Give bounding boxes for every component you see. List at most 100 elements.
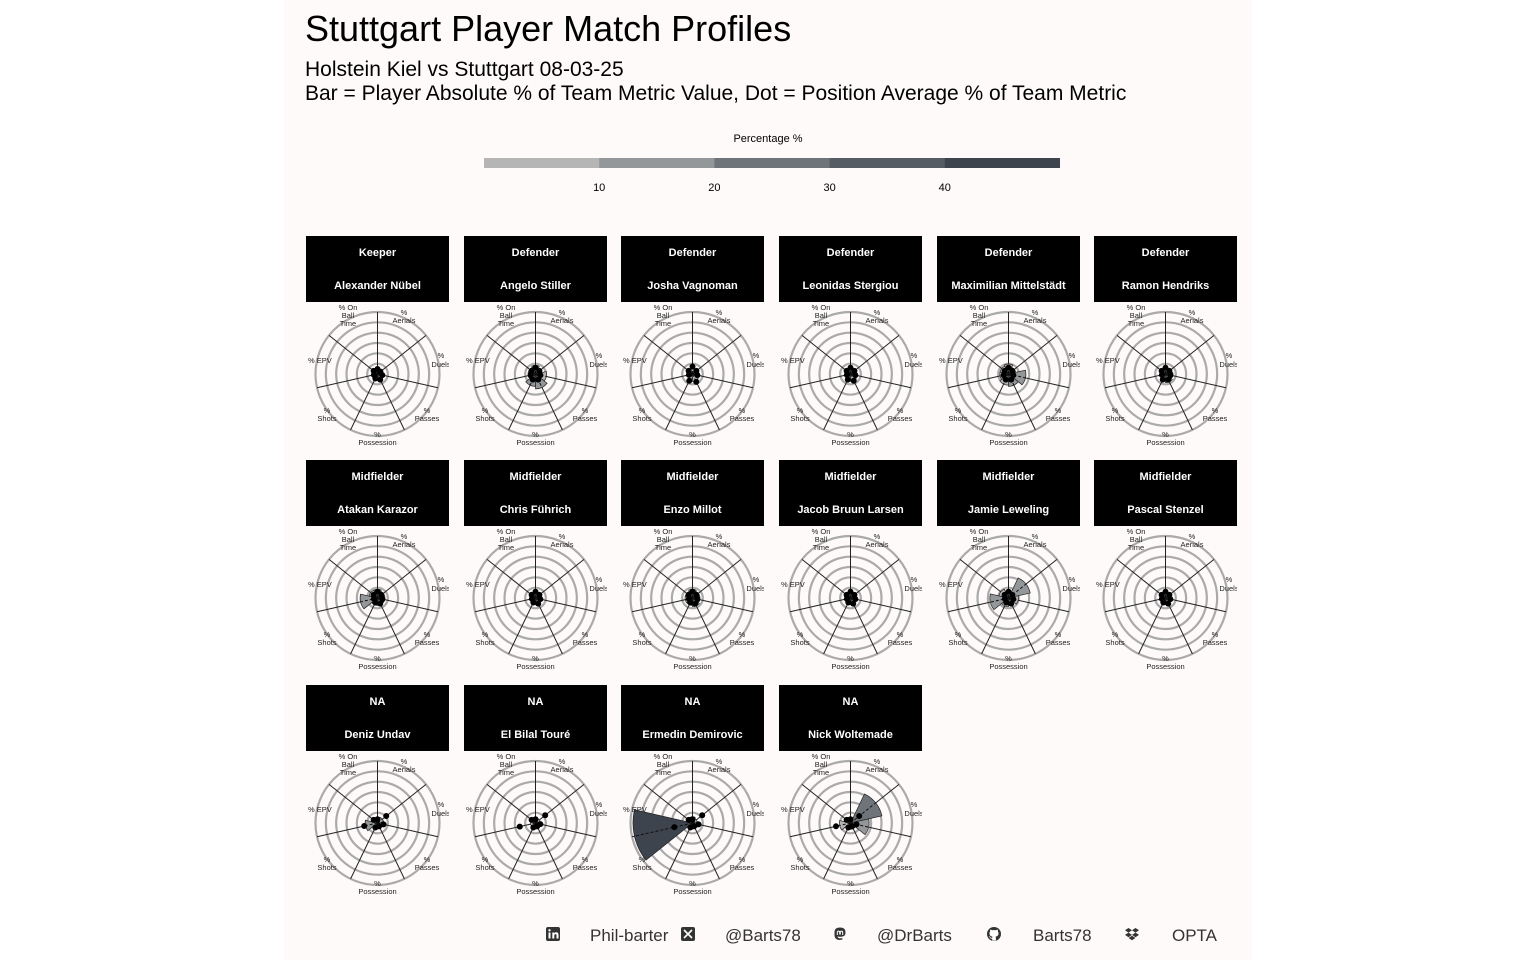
radar-spoke <box>1165 334 1215 375</box>
radar-axis-label: Aerials <box>1024 540 1047 549</box>
radar-axis-label: % <box>897 406 904 415</box>
radar-spoke <box>665 822 693 880</box>
radar-spoke <box>1138 373 1166 431</box>
radar-axis-label: % EPV <box>623 356 647 365</box>
radar-axis-label: Aerials <box>1181 540 1204 549</box>
player-radar: % OnBallTime%Aerials%Duels%Passes%Posses… <box>466 752 607 896</box>
linkedin-handle[interactable]: Phil-barter <box>590 926 669 945</box>
radar-axis-label: Passes <box>888 638 913 647</box>
player-name: Nick Woltemade <box>808 729 893 741</box>
facet-strip: Midfielder Pascal Stenzel <box>1094 460 1237 526</box>
radar-spoke <box>508 822 536 880</box>
x-icon[interactable] <box>680 926 696 942</box>
player-position: Defender <box>984 247 1033 259</box>
radar-spoke <box>789 373 851 389</box>
radar-axis-label: % EPV <box>623 805 647 814</box>
radar-axis-label: % <box>897 855 904 864</box>
mastodon-handle[interactable]: @DrBarts <box>877 926 952 945</box>
position-average-dot <box>685 367 692 374</box>
radar-axis-label: Time <box>655 768 671 777</box>
radar-axis-label: Aerials <box>708 316 731 325</box>
radar-spoke <box>1104 373 1166 389</box>
radar-axis-label: % <box>689 430 696 439</box>
player-facet: Keeper Alexander Nübel% On Ball Time% Aerial… <box>306 236 449 461</box>
position-average-dot <box>528 591 535 598</box>
position-average-dot <box>1158 591 1165 598</box>
radar-axis-label: % <box>689 879 696 888</box>
radar-spoke <box>789 597 851 613</box>
radar-axis-label: % <box>401 308 408 317</box>
github-icon[interactable] <box>986 926 1002 942</box>
radar-axis-label: Passes <box>573 414 598 423</box>
radar-spoke-overlay <box>1165 597 1169 603</box>
radar-axis-label: % <box>532 430 539 439</box>
position-average-dot <box>383 813 390 820</box>
facet-strip: Midfielder Jacob Bruun Larsen <box>779 460 922 526</box>
player-name: Atakan Karazor <box>337 504 418 516</box>
radar-spoke <box>1116 334 1166 375</box>
radar-spoke <box>328 558 378 599</box>
facet-strip: NA Nick Woltemade <box>779 685 922 751</box>
radar-axis-label: Shots <box>317 863 336 872</box>
position-average-dot <box>1010 596 1017 603</box>
mastodon-icon[interactable] <box>832 926 848 942</box>
radar-spoke <box>1165 373 1227 389</box>
player-radar: % OnBallTime%Aerials%Duels%Passes%Posses… <box>939 527 1080 671</box>
radar-axis-label: % EPV <box>623 580 647 589</box>
radar-spoke <box>328 334 378 375</box>
linkedin-icon[interactable] <box>545 926 561 942</box>
radar-axis-label: % <box>753 575 760 584</box>
radar-spoke <box>377 373 439 389</box>
radar-spoke <box>1165 597 1227 613</box>
player-facet: NA Nick Woltemade% On Ball Time% Aerials% Due… <box>779 685 922 910</box>
position-average-dot <box>1165 376 1172 383</box>
radar-axis-label: Passes <box>573 638 598 647</box>
radar-spoke <box>959 558 1009 599</box>
radar-axis-label: Possession <box>516 438 554 447</box>
radar-axis-label: Duels <box>746 584 764 593</box>
radar-axis-label: % EPV <box>939 356 963 365</box>
facet-strip: Defender Angelo Stiller <box>464 236 607 302</box>
radar-axis-label: Passes <box>415 863 440 872</box>
radar-axis-label: Aerials <box>1181 316 1204 325</box>
radar-axis-label: Duels <box>1219 360 1237 369</box>
position-average-dot <box>372 824 379 831</box>
radar-axis-label: % <box>874 532 881 541</box>
player-facet: NA Ermedin Demirovic% On Ball Time% Aerials%… <box>621 685 764 910</box>
radar-axis-label: Possession <box>831 887 869 896</box>
x-handle[interactable]: @Barts78 <box>725 926 801 945</box>
radar-axis-label: Passes <box>415 638 440 647</box>
radar-spoke <box>377 822 439 838</box>
position-average-dot <box>694 372 701 379</box>
player-name: Ramon Hendriks <box>1121 280 1210 292</box>
radar-axis-label: Passes <box>1046 414 1071 423</box>
radar-axis-label: % On <box>970 527 989 536</box>
position-average-dot <box>1167 372 1174 379</box>
radar-axis-label: % <box>438 351 445 360</box>
radar-axis-label: % <box>596 351 603 360</box>
radar-axis-label: Aerials <box>866 540 889 549</box>
player-name: Alexander Nübel <box>334 280 421 292</box>
player-name: Leonidas Stergiou <box>802 280 899 292</box>
radar-axis-label: % <box>689 654 696 663</box>
radar-axis-label: Possession <box>673 662 711 671</box>
footer: Phil-barter @Barts78 @DrBarts Barts78 OP… <box>284 924 1252 948</box>
position-average-dot <box>1008 600 1015 607</box>
radar-spoke-overlay <box>365 822 378 827</box>
radar-spoke <box>486 783 536 824</box>
position-average-dot <box>856 813 863 820</box>
radar-axis-label: % <box>911 351 918 360</box>
radar-axis-label: % <box>797 406 804 415</box>
radar-spoke <box>474 597 536 613</box>
radar-axis-label: % <box>1226 575 1233 584</box>
position-average-dot <box>850 600 857 607</box>
legend-color-segment <box>829 158 946 168</box>
facet-strip: Midfielder Enzo Millot <box>621 460 764 526</box>
position-average-dot <box>686 377 693 384</box>
github-handle[interactable]: Barts78 <box>1033 926 1092 945</box>
player-position: Midfielder <box>666 471 719 483</box>
radar-axis-label: % <box>532 879 539 888</box>
player-name: Jacob Bruun Larsen <box>797 504 904 516</box>
position-average-dot <box>1165 600 1172 607</box>
radar-axis-label: Shots <box>1105 638 1124 647</box>
